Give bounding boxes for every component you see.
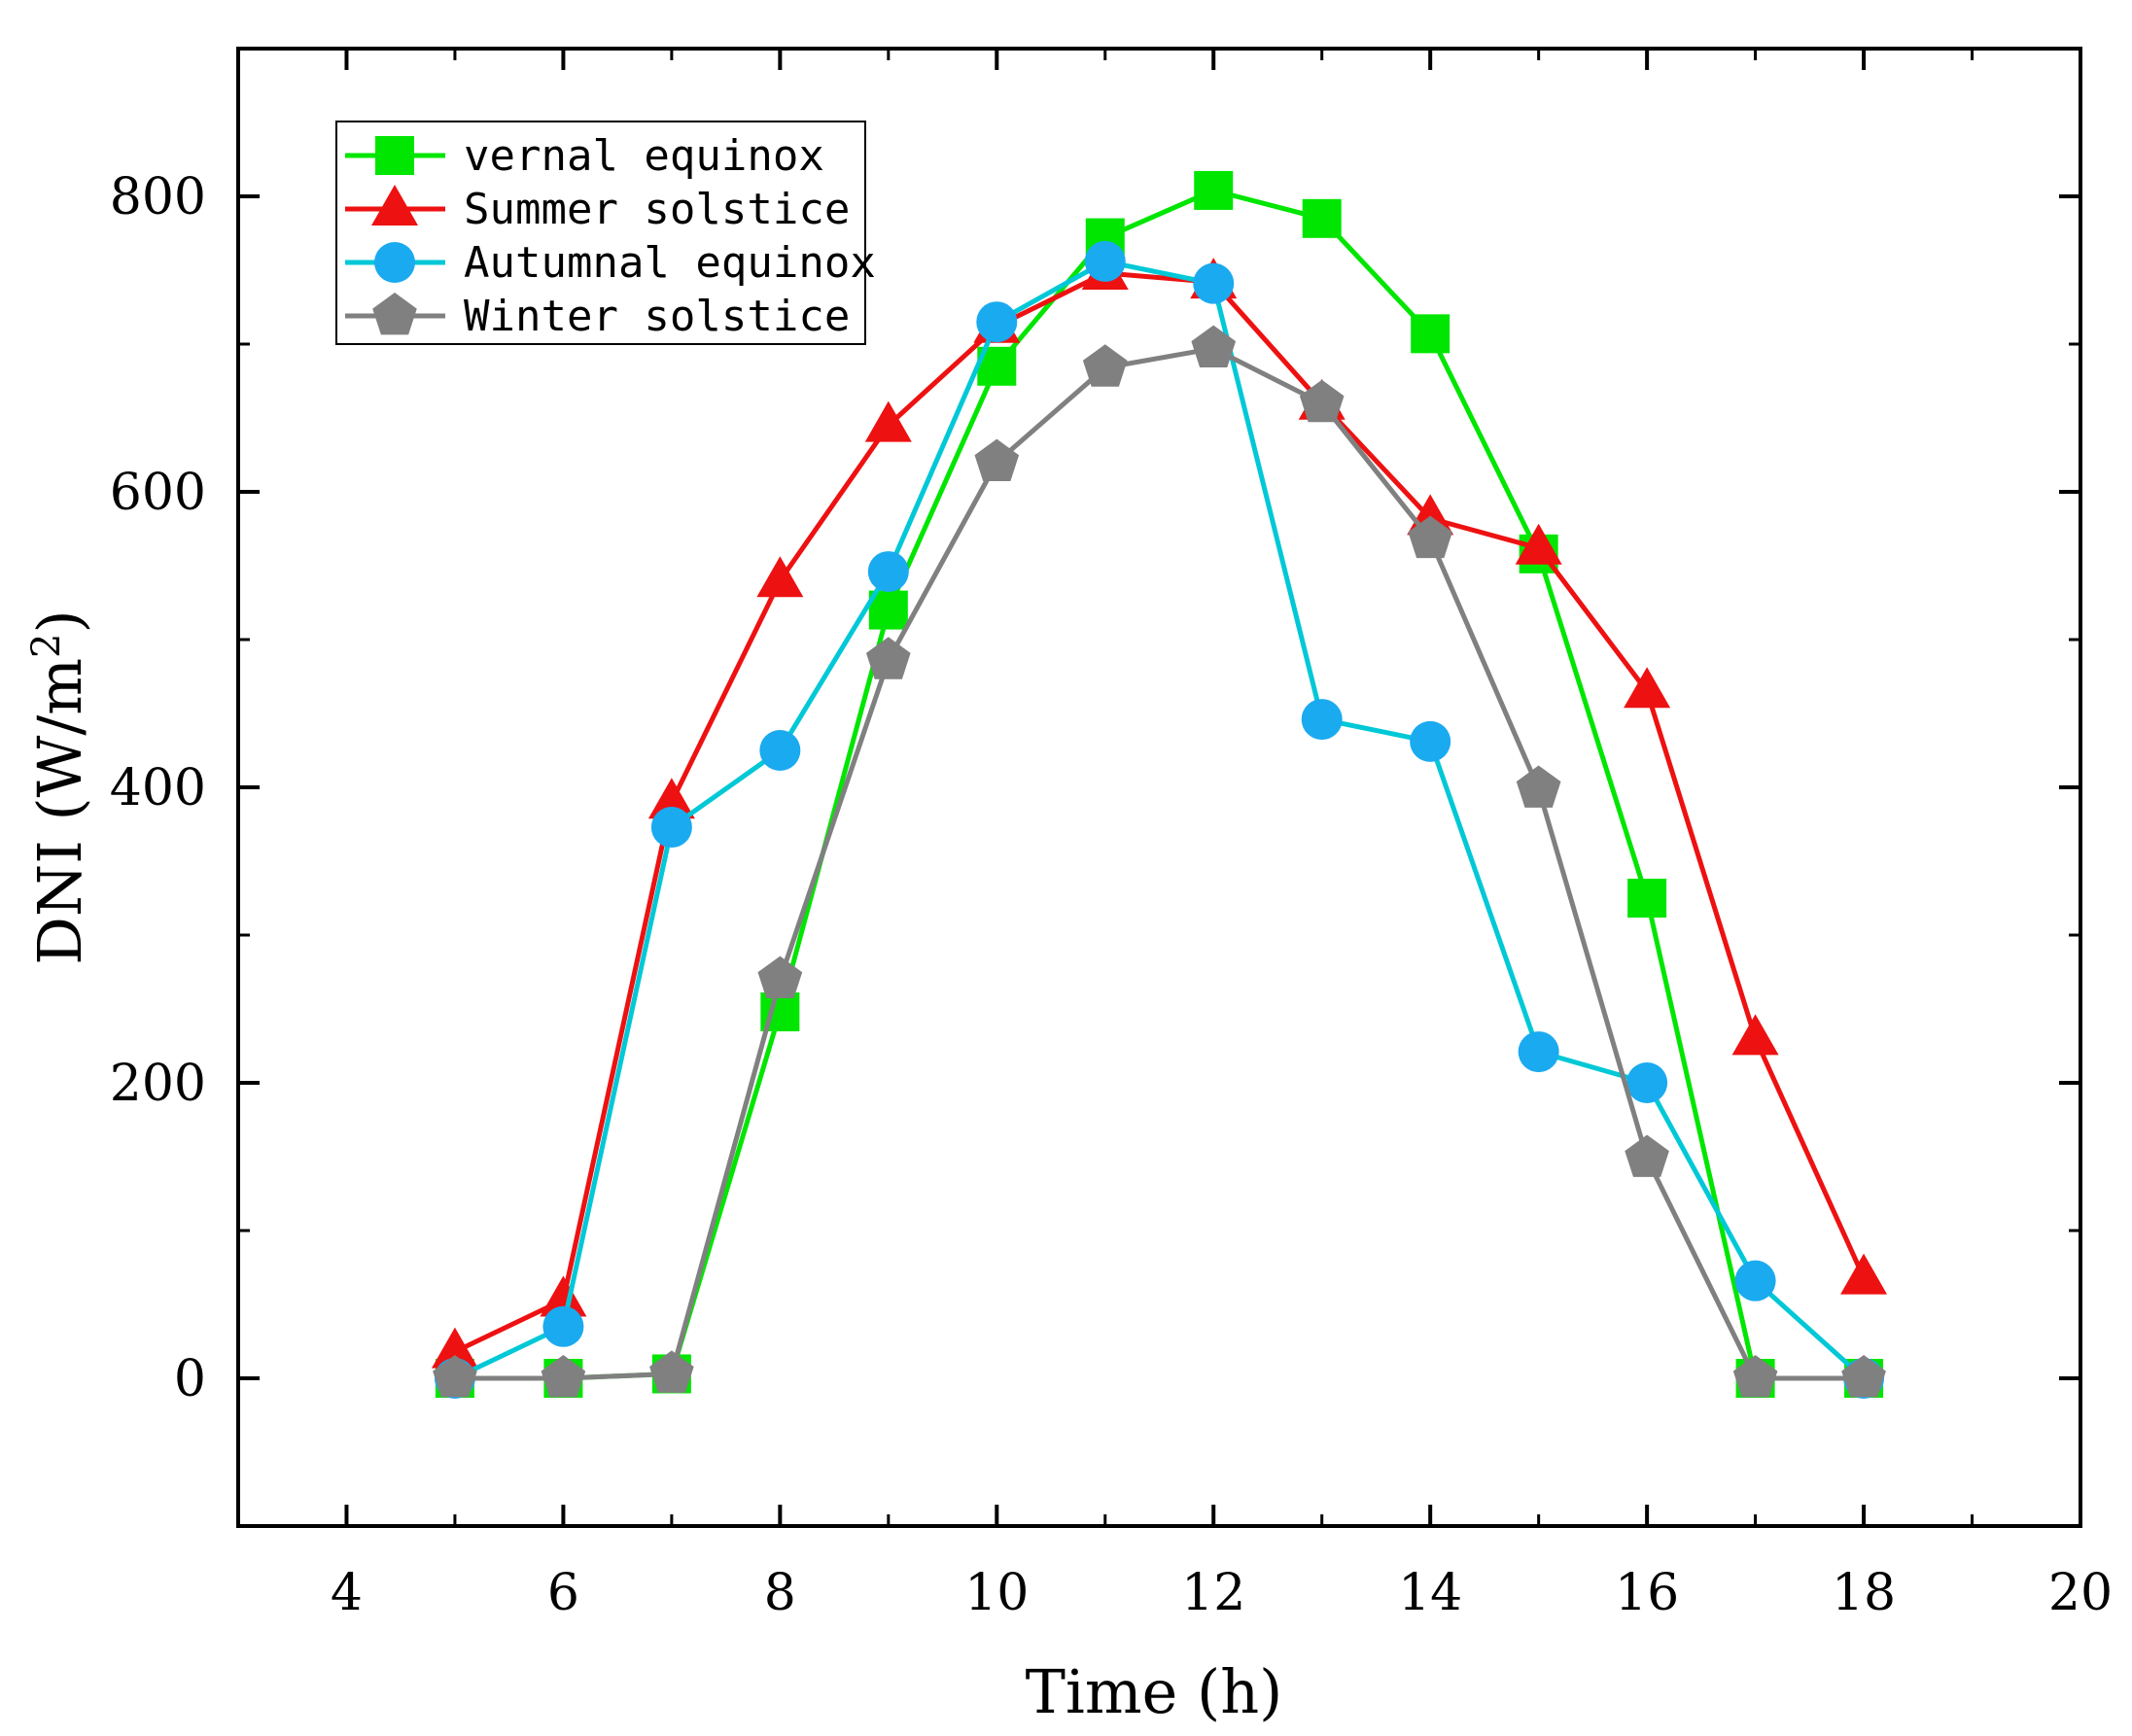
legend-box	[335, 121, 866, 345]
data-point	[1516, 765, 1561, 808]
legend-swatch-marker	[372, 293, 417, 335]
y-tick-label: 600	[110, 464, 206, 522]
y-tick-label: 200	[110, 1055, 206, 1113]
x-tick-label: 18	[1832, 1564, 1896, 1622]
data-point	[976, 301, 1018, 343]
data-point	[1408, 515, 1452, 559]
series-line	[454, 346, 1865, 1381]
series-vernal-equinox	[435, 170, 1884, 1398]
data-point	[1627, 879, 1667, 918]
data-point	[431, 1327, 478, 1369]
data-point	[1084, 240, 1126, 282]
data-point	[1194, 170, 1234, 210]
x-tick-label: 8	[764, 1564, 796, 1622]
data-point	[867, 551, 909, 593]
data-point	[1411, 314, 1450, 354]
data-point	[433, 1355, 477, 1398]
data-point	[1302, 198, 1342, 238]
y-tick-label: 0	[174, 1350, 206, 1408]
data-point	[1193, 262, 1235, 304]
x-tick-label: 6	[547, 1564, 579, 1622]
data-point	[1626, 1062, 1668, 1103]
data-point	[974, 438, 1020, 481]
plot-frame	[236, 47, 2082, 1528]
legend-swatch-marker	[371, 185, 418, 226]
data-point	[864, 400, 912, 442]
data-point	[1515, 523, 1562, 565]
legend-label: Summer solstice	[464, 185, 850, 234]
x-tick-label: 16	[1615, 1564, 1679, 1622]
data-point	[1734, 1260, 1776, 1302]
series-winter-solstice	[433, 325, 1886, 1398]
legend-label: Autumnal equinox	[464, 238, 876, 288]
data-point	[1625, 1134, 1669, 1177]
data-point	[1518, 1031, 1559, 1073]
legend-item: vernal equinox	[345, 131, 824, 181]
y-axis-title-superscript: 2	[24, 633, 69, 657]
legend-label: vernal equinox	[464, 131, 824, 181]
legend-item: Summer solstice	[345, 185, 850, 234]
x-axis-title: Time (h)	[1026, 1656, 1283, 1727]
data-point	[647, 778, 695, 819]
x-axis-ticks: 4 6 8 10 12 14 16 18 20	[331, 49, 2113, 1622]
legend-item: Winter solstice	[345, 292, 850, 341]
x-tick-label: 20	[2048, 1564, 2113, 1622]
data-point	[541, 1355, 586, 1398]
data-point	[650, 807, 692, 849]
y-tick-label: 800	[110, 168, 206, 226]
x-tick-label: 10	[964, 1564, 1029, 1622]
legend-label: Winter solstice	[464, 292, 850, 341]
data-point	[542, 1305, 584, 1347]
data-point	[866, 637, 911, 679]
x-tick-label: 14	[1398, 1564, 1462, 1622]
y-axis-title-main: DNI (W/m	[24, 658, 95, 965]
data-point	[1082, 344, 1128, 387]
data-point	[1191, 325, 1237, 367]
series-line	[453, 270, 1867, 1354]
y-tick-label: 400	[110, 759, 206, 817]
x-tick-label: 4	[331, 1564, 363, 1622]
data-point	[757, 955, 803, 998]
series-autumnal-equinox	[434, 240, 1885, 1399]
data-point	[759, 730, 801, 771]
x-tick-label: 12	[1181, 1564, 1245, 1622]
data-point	[1301, 699, 1343, 741]
data-point	[1731, 1014, 1779, 1056]
legend-item: Autumnal equinox	[345, 238, 876, 288]
legend-swatch-marker	[374, 242, 415, 283]
legend-swatch-marker	[375, 136, 414, 175]
data-point	[540, 1275, 587, 1317]
data-point	[1732, 1355, 1778, 1398]
y-axis-ticks: 0 200 400 600 800	[110, 168, 2080, 1408]
series-layer	[431, 170, 1888, 1399]
y-axis-title: DNI (W/m2)	[24, 609, 95, 964]
data-point	[1410, 720, 1451, 762]
data-point	[1841, 1355, 1886, 1398]
data-point	[1624, 667, 1671, 709]
series-line	[454, 188, 1865, 1381]
data-point	[1840, 1253, 1888, 1295]
data-point	[1299, 379, 1345, 423]
data-point	[756, 556, 804, 598]
data-point	[649, 1350, 694, 1393]
y-axis-title-close: )	[24, 609, 95, 633]
